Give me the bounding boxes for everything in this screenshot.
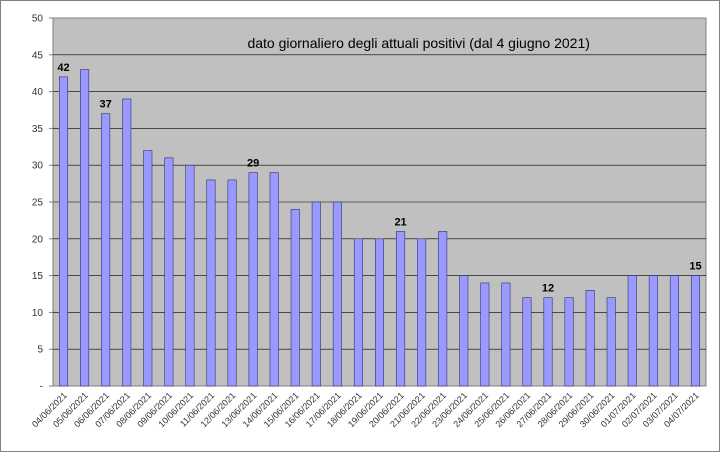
bar <box>417 238 427 387</box>
bar <box>80 69 90 387</box>
bar <box>101 113 111 387</box>
data-label: 12 <box>542 283 554 295</box>
bar <box>248 172 258 387</box>
bar <box>606 297 616 387</box>
y-tick-label: 50 <box>32 14 44 25</box>
bar <box>143 150 153 387</box>
data-label: 15 <box>689 261 701 273</box>
bar <box>290 209 300 387</box>
bar <box>438 231 448 387</box>
bar <box>227 179 237 387</box>
y-tick-label: 15 <box>32 271 44 282</box>
y-tick-label: 45 <box>32 50 44 61</box>
bar <box>480 282 490 387</box>
bar <box>164 157 174 387</box>
bar <box>122 98 132 387</box>
y-tick-label: 25 <box>32 198 44 209</box>
y-tick-label: 30 <box>32 161 44 172</box>
y-tick-label: 35 <box>32 124 44 135</box>
bar <box>353 238 363 387</box>
bar <box>269 172 279 387</box>
bar <box>564 297 574 387</box>
data-label: 29 <box>247 158 259 170</box>
bar <box>585 290 595 387</box>
chart-title: dato giornaliero degli attuali positivi … <box>247 35 589 51</box>
bar <box>59 76 69 387</box>
bar <box>374 238 385 387</box>
bar <box>396 231 406 387</box>
data-label: 37 <box>100 99 112 111</box>
data-labels: 42 37 29 21 12 15 <box>57 62 701 295</box>
bar <box>543 297 553 387</box>
bar <box>501 282 511 387</box>
bar <box>185 164 195 387</box>
data-label: 42 <box>57 62 69 74</box>
bar <box>459 275 469 387</box>
bar <box>648 275 658 387</box>
y-tick-label: - <box>40 382 43 393</box>
bar <box>206 179 216 387</box>
y-tick-label: 10 <box>32 308 44 319</box>
bars <box>59 69 700 387</box>
bar <box>332 201 342 387</box>
y-tick-label: 20 <box>32 234 44 245</box>
y-tick-label: 40 <box>32 87 44 98</box>
bar <box>311 201 321 387</box>
y-tick-label: 5 <box>37 345 43 356</box>
bar <box>690 275 700 387</box>
data-label: 21 <box>394 216 406 228</box>
bar <box>669 275 679 387</box>
bar <box>627 275 637 387</box>
bar <box>522 297 532 387</box>
